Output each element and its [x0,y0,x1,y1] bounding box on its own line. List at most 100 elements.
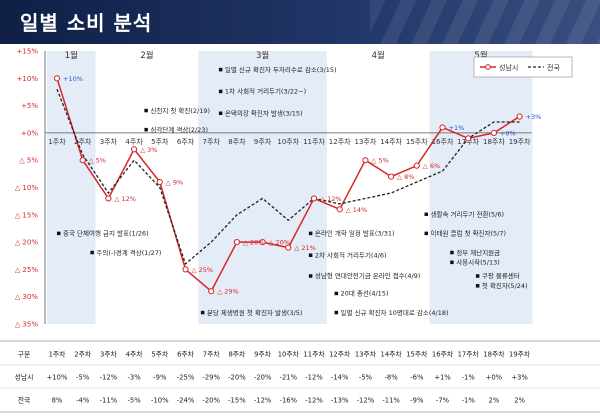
table-header-cell: 3주차 [100,350,118,359]
data-point [413,162,420,169]
annotation-text: 첫 확진자(5/24) [482,281,528,290]
annotation-bullet [450,250,454,255]
series-markers [53,75,523,295]
data-label: △ 25% [192,266,214,274]
table-header-cell: 17주차 [458,350,480,359]
table-cell: -12% [357,397,375,405]
annotation-bullet [308,231,313,236]
data-point [362,157,369,164]
x-tick-label: 6주차 [177,137,195,146]
table-header-cell: 4주차 [126,350,144,359]
x-tick-label: 8주차 [228,137,246,146]
table-cell: -14% [331,374,349,382]
annotation-text: 사용시작(5/13) [456,258,500,267]
data-label: △ 3% [140,146,157,154]
annotation-bullet [218,89,223,94]
annotations: 중국 단체여행 금지 발표(1/26) 주의(-)경계 격상(1/27) 신천지 첫… [57,65,528,317]
y-tick-label: △ 20% [15,239,39,247]
table-cell: -12% [305,397,323,405]
table-header-cell: 16주차 [432,350,454,359]
table-row-label: 성남시 [15,373,34,382]
table-header-label: 구분 [18,351,31,359]
x-tick-label: 5주차 [151,137,169,146]
table-header-cell: 7주차 [203,350,221,359]
data-point [53,75,61,82]
annotation-bullet [144,108,148,113]
table-cell: -6% [410,374,424,382]
annotation-text: 20대 총선(4/15) [341,289,389,298]
table-cell: -8% [384,374,398,382]
x-tick-label: 14주차 [380,137,402,146]
table-header-cell: 6주차 [177,350,195,359]
annotation-bullet [57,231,61,236]
table-cell: -13% [331,397,349,405]
table-cell: -11% [100,397,118,405]
annotation-text: 1차 사회적 거리두기(3/22~) [225,87,306,96]
table-cell: -3% [127,374,141,382]
data-point [79,157,86,164]
legend-box [473,56,573,78]
annotation-text: 일별 신규 확진자 10명대로 감소(4/18) [341,308,449,317]
x-tick-label: 15주차 [406,137,428,146]
table-cell: -15% [228,397,246,405]
table-cell: -4% [76,397,90,405]
table-cell: -29% [202,374,220,382]
table-cell: -5% [76,374,90,382]
legend-label: 전국 [547,63,560,72]
data-label: △ 5% [89,157,106,165]
data-label: △ 6% [423,162,440,170]
table-header-cell: 5주차 [151,350,169,359]
month-label: 2월 [140,50,153,61]
data-label: △ 12% [320,195,342,203]
annotation-bullet [475,274,480,278]
x-tick-label: 16주차 [432,137,454,146]
y-tick-label: △ 15% [15,211,39,219]
annotation-bullet [90,250,94,255]
table-header-cell: 15주차 [406,350,428,359]
table-cell: -5% [359,374,373,382]
table-cell: -25% [177,374,195,382]
data-label: +3% [526,113,542,121]
annotation-text: 쿠팡 물류센터 [482,271,520,280]
table-header-cell: 12주차 [329,350,351,359]
data-label: △ 8% [397,173,414,181]
data-label: △ 9% [166,179,183,187]
legend: 성남시 전국 [473,56,573,78]
annotation-text: 생활속 거리두기 전환(5/6) [431,210,505,219]
month-bands: 1월 2월 3월 4월 5월 [47,50,533,324]
month-label: 3월 [256,50,269,61]
table-cell: -9% [410,397,424,405]
x-tick-label: 3주차 [100,137,118,146]
series-line-national [56,88,520,266]
legend-label: 성남시 [499,63,518,72]
table-cell: -11% [382,397,400,405]
x-tick-label: 13주차 [355,137,377,146]
y-tick-label: +0% [21,129,38,137]
table-cell: -1% [462,397,476,405]
data-label: △ 21% [294,244,316,252]
annotation-bullet [334,291,339,296]
annotation-bullet [218,67,223,72]
annotation-bullet [424,212,429,217]
annotation-text: 심각단계 격상(2/23) [150,125,208,134]
x-tick-label: 7주차 [203,137,221,146]
data-point [465,135,472,142]
table-header-cell: 10주차 [278,350,300,359]
table-cell: +3% [511,374,528,382]
annotation-text: 분당 제생병원 첫 확진자 발생(3/5) [207,308,303,317]
banner-decoration [370,0,600,44]
table-header-cell: 9주차 [254,350,272,359]
data-point [208,288,215,295]
table-cell: -20% [254,374,272,382]
table-cell: -7% [436,397,450,405]
table-cell: -16% [280,397,298,405]
x-tick-label: 4주차 [125,137,143,146]
annotation-text: 2차 사회적 거리두기(4/6) [315,250,387,259]
annotation-bullet [218,111,223,116]
data-label: △ 14% [346,206,368,214]
data-labels: +10% △ 5% △ 12% △ 3% △ 9% △ 25% △ 29% △ 20% △ 20… [63,75,541,296]
table-cell: -12% [305,374,323,382]
table-header-cell: 2주차 [74,350,92,359]
table-header-cell: 11주차 [303,350,325,359]
